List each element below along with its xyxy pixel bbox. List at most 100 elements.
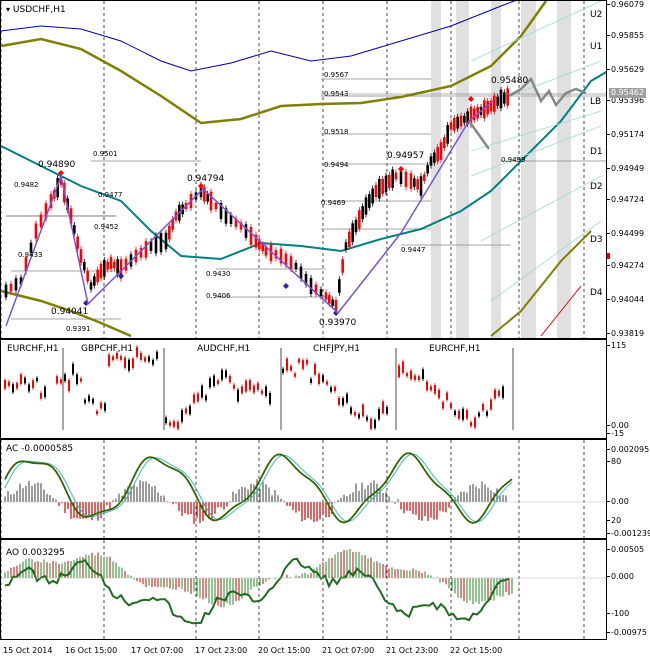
mini-candle-body (36, 377, 38, 382)
future-zone (491, 1, 501, 338)
mini-candle-body (156, 351, 158, 359)
candle-body (368, 194, 371, 208)
mini-candle-body (96, 410, 98, 415)
mini-candle-body (261, 390, 263, 394)
mini-candle-body (438, 389, 440, 399)
mini-candle-body (68, 380, 70, 391)
mini-candle-body (494, 389, 496, 399)
mini-charts-pane[interactable]: EURCHF,H1 GBPCHF,H1 AUDCHF,H1 CHFJPY,H1 … (0, 339, 607, 439)
peak-label: 0.94041 (51, 307, 88, 317)
level-price-label: 0.9567 (324, 71, 349, 79)
candle-body (119, 259, 123, 279)
price-tick: 0.94044 (606, 295, 645, 304)
mini-charts[interactable] (1, 340, 607, 439)
ao-tick: 0.000 (607, 572, 634, 581)
time-axis[interactable]: 15 Oct 2014 16 Oct 15:00 17 Oct 07:00 17… (0, 640, 607, 660)
mini-candle-body (482, 403, 484, 411)
level-price-label: 0.9499 (501, 156, 526, 164)
mini-candle-body (197, 393, 199, 402)
price-tick: 0.94274 (606, 261, 645, 270)
mini-candle-body (104, 403, 106, 411)
candle-body (86, 270, 89, 282)
mini-candle-body (370, 418, 372, 429)
ac-indicator-title: AC -0.0000585 (6, 444, 74, 454)
candle-body (269, 244, 273, 262)
main-chart[interactable]: 0.94890 0.94794 0.94041 0.93970 0.94957 0.954… (1, 1, 607, 339)
mini-candle-body (478, 412, 480, 417)
candle-body (59, 177, 63, 185)
candle-body (4, 284, 8, 298)
candle-body (371, 188, 374, 204)
projection-band (470, 125, 602, 177)
candle-body (419, 176, 423, 196)
mini-candle-body (410, 370, 412, 380)
candle-body (149, 241, 153, 251)
mini-tick: 115 (606, 341, 627, 350)
mini-candle-body (462, 408, 464, 420)
candle-body (506, 88, 509, 106)
mini-label-chfjpy: CHFJPY,H1 (313, 344, 360, 354)
candle-body (364, 197, 368, 215)
ac-tick: -0.001239 (606, 529, 650, 538)
future-zone (456, 1, 469, 338)
mini-candle-body (442, 402, 444, 409)
main-price-axis[interactable]: 0.96079 0.95855 0.95629 0.95396 0.95174 … (606, 0, 650, 339)
mini-candle-body (56, 376, 58, 384)
candle-body (338, 279, 341, 293)
mini-candle-body (269, 393, 271, 405)
level-price-label: 0.9482 (14, 181, 39, 189)
mini-candle-body (418, 376, 420, 381)
ac-tick: 80 (606, 457, 622, 466)
candle-body (44, 203, 48, 219)
price-tick: 0.96079 (606, 0, 645, 9)
mini-candle-body (486, 411, 488, 416)
candle-body (116, 259, 119, 275)
level-price-label: 0.9406 (206, 292, 231, 300)
ao-indicator-chart[interactable] (1, 540, 607, 640)
ac-indicator-pane[interactable]: AC -0.0000585 (0, 439, 607, 539)
candle-body (413, 178, 416, 188)
mini-candle-body (12, 384, 14, 393)
candle-body (144, 241, 148, 258)
candle-body (168, 225, 171, 240)
level-price-label: 0.9430 (206, 270, 231, 278)
ao-indicator-pane[interactable]: AO 0.003295 (0, 539, 607, 640)
main-chart-pane[interactable]: 0.94890 0.94794 0.94041 0.93970 0.94957 0.954… (0, 0, 607, 339)
level-price-label: 0.9494 (324, 161, 349, 169)
current-price-tag: 0.95462 (609, 88, 647, 98)
mini-candle-body (426, 381, 428, 391)
level-price-label: 0.9433 (18, 251, 43, 259)
mini-candle-body (265, 386, 267, 396)
candle-body (436, 147, 439, 162)
candle-body (124, 258, 128, 271)
projection-band (470, 60, 602, 112)
candle-body (483, 100, 486, 119)
candle-body (279, 248, 283, 264)
mini-candle-body (382, 401, 384, 414)
mini-candle-body (221, 369, 223, 380)
fractal-marker (198, 183, 204, 189)
ac-indicator-chart[interactable] (1, 440, 607, 539)
mini-candle-body (144, 357, 146, 362)
mini-candle-body (294, 373, 296, 377)
candle-body (314, 284, 318, 295)
mini-candle-body (398, 365, 400, 378)
candle-body (9, 283, 13, 292)
candle-body (399, 171, 403, 184)
mini-candle-body (458, 410, 460, 419)
peak-label: 0.95480 (491, 76, 528, 86)
time-tick: 17 Oct 07:00 (131, 646, 184, 655)
projection-band (490, 220, 602, 302)
candle-body (284, 253, 288, 266)
ac-tick: 0.002095 (606, 445, 650, 454)
band-level-label: D2 (590, 182, 603, 192)
mini-candle-body (60, 379, 62, 384)
mini-candle-body (330, 387, 332, 392)
mini-candle-body (378, 408, 380, 420)
future-zone (521, 1, 536, 338)
candle-body (354, 219, 358, 233)
forecast-path (508, 76, 587, 108)
fractal-marker (118, 273, 124, 279)
chart-menu-icon[interactable]: ▾ (6, 5, 11, 14)
level-price-label: 0.9518 (324, 128, 349, 136)
